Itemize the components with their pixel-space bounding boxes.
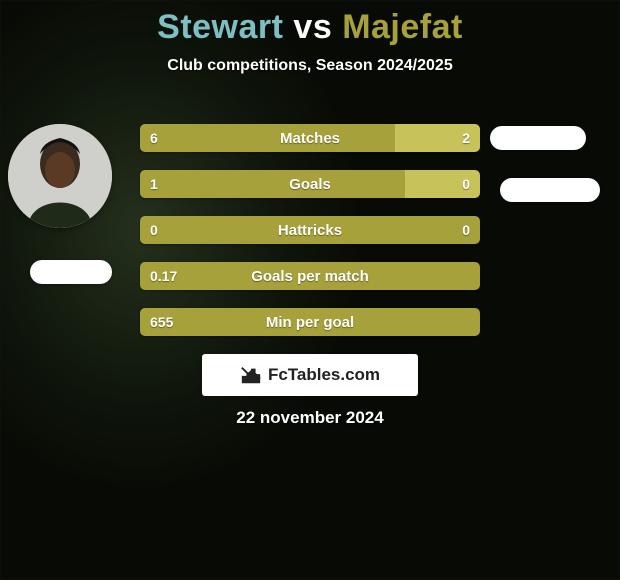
chart-icon [240,364,262,386]
avatar-placeholder-icon [8,124,112,228]
bar-segment-left [140,124,395,152]
subtitle: Club competitions, Season 2024/2025 [0,57,620,75]
content-root: Stewart vs Majefat Club competitions, Se… [0,0,620,580]
bar-row: Min per goal655 [140,308,480,336]
name-pill-1 [490,126,586,150]
bar-segment-right [395,124,480,152]
logo-box: FcTables.com [202,354,418,396]
title-player1: Stewart [157,8,283,46]
bar-segment-left [140,216,480,244]
comparison-bars: Matches62 Goals10 Hattricks00 Goals per mat… [140,124,480,354]
bar-segment-right [405,170,480,198]
bar-segment-left [140,170,405,198]
bar-row: Goals per match0.17 [140,262,480,290]
title-vs: vs [293,8,332,46]
bar-segment-left [140,308,480,336]
page-title: Stewart vs Majefat [0,0,620,47]
name-pill-2 [500,178,600,202]
bar-row: Matches62 [140,124,480,152]
title-player2: Majefat [342,8,463,46]
logo-text: FcTables.com [268,365,380,385]
bar-segment-left [140,262,480,290]
avatar-player1 [8,124,112,228]
date-label: 22 november 2024 [0,408,620,428]
bar-row: Goals10 [140,170,480,198]
name-pill-3 [30,260,112,284]
bar-row: Hattricks00 [140,216,480,244]
